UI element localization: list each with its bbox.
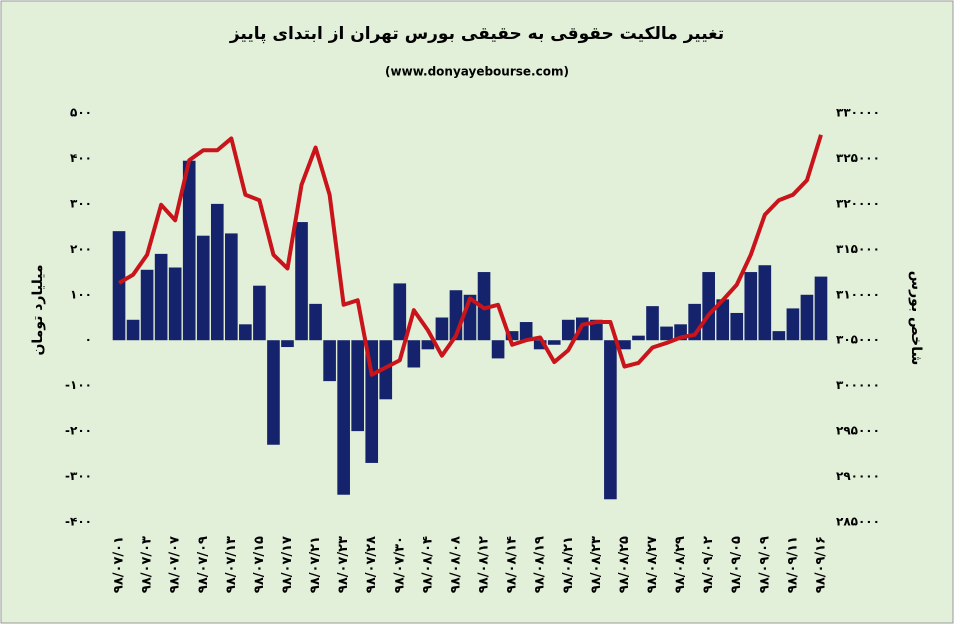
bar	[253, 285, 266, 341]
bar	[533, 340, 547, 350]
bar	[309, 303, 322, 341]
y2-tick-label: ۳۰۵۰۰۰	[836, 333, 880, 347]
bar	[604, 340, 617, 500]
bar	[618, 340, 631, 350]
bar	[632, 335, 645, 341]
bar	[547, 340, 561, 345]
bar	[196, 235, 210, 341]
x-tick-label: ۹۸/۰۸/۱۹	[533, 536, 548, 593]
y-tick-label: ۰	[85, 333, 92, 347]
bar	[267, 340, 280, 445]
x-tick-label: ۹۸/۰۸/۲۹	[673, 536, 688, 593]
bar	[491, 340, 505, 359]
y2-tick-label: ۳۱۵۰۰۰	[836, 242, 880, 256]
bar	[744, 272, 758, 341]
x-tick-label: ۹۸/۰۷/۰۱	[112, 536, 127, 593]
x-tick-label: ۹۸/۰۹/۱۶	[813, 536, 828, 593]
bar	[281, 340, 294, 348]
x-tick-label: ۹۸/۰۸/۲۳	[589, 536, 604, 593]
bar	[126, 319, 140, 341]
bar	[323, 340, 336, 382]
y2-tick-label: ۲۸۵۰۰۰	[836, 515, 880, 529]
y-tick-label: -۱۰۰	[65, 378, 92, 392]
bar	[140, 269, 154, 341]
y-tick-label: -۳۰۰	[65, 469, 92, 483]
bar	[182, 160, 196, 341]
chart-title: تغییر مالکیت حقوقی به حقیقی بورس تهران ا…	[229, 24, 724, 44]
y2-tick-label: ۲۹۰۰۰۰	[836, 469, 880, 483]
x-tick-label: ۹۸/۰۹/۰۹	[757, 536, 772, 593]
bar	[407, 340, 421, 368]
bar	[590, 319, 603, 341]
x-tick-label: ۹۸/۰۷/۲۸	[364, 536, 379, 593]
bar	[112, 231, 126, 341]
x-tick-label: ۹۸/۰۸/۱۲	[477, 536, 492, 593]
bar	[210, 203, 224, 341]
bar	[351, 340, 365, 432]
y-axis-label: میلیارد تومان	[30, 264, 46, 355]
x-tick-label: ۹۸/۰۹/۰۲	[701, 536, 716, 593]
bar	[379, 340, 393, 400]
y-tick-label: ۲۰۰	[70, 242, 92, 256]
x-tick-label: ۹۸/۰۹/۰۵	[729, 536, 744, 593]
y2-tick-label: ۳۱۰۰۰۰	[836, 287, 880, 301]
x-tick-label: ۹۸/۰۸/۰۸	[448, 536, 463, 593]
bar	[772, 331, 786, 341]
y2-tick-label: ۳۳۰۰۰۰	[836, 106, 880, 120]
bar	[421, 340, 435, 350]
bar	[239, 324, 252, 341]
bar	[646, 306, 659, 341]
y2-tick-label: ۳۲۰۰۰۰	[836, 196, 880, 210]
bar	[758, 265, 772, 341]
bar	[225, 233, 238, 341]
bar	[337, 340, 350, 495]
bar	[393, 283, 407, 341]
x-tick-label: ۹۸/۰۸/۰۴	[420, 536, 435, 593]
x-tick-label: ۹۸/۰۷/۱۳	[224, 536, 239, 593]
y2-axis-label: شاخص بورس	[908, 271, 924, 366]
bar	[786, 308, 800, 341]
x-tick-label: ۹۸/۰۷/۰۳	[140, 536, 155, 593]
bar	[168, 267, 182, 341]
y-tick-label: -۲۰۰	[65, 424, 92, 438]
bar	[295, 222, 308, 341]
bar	[519, 322, 533, 341]
bar	[814, 276, 828, 341]
bar	[505, 331, 519, 341]
line	[118, 134, 823, 377]
bar	[660, 326, 673, 341]
chart-subtitle: (www.donyayebourse.com)	[385, 65, 569, 79]
bar	[435, 317, 449, 341]
x-tick-label: ۹۸/۰۸/۲۵	[617, 536, 632, 593]
y-tick-label: ۱۰۰	[70, 287, 92, 301]
x-tick-label: ۹۸/۰۹/۱۱	[785, 536, 800, 593]
x-tick-label: ۹۸/۰۷/۱۵	[252, 536, 267, 593]
x-tick-label: ۹۸/۰۸/۲۱	[561, 536, 576, 593]
bar	[730, 312, 744, 341]
bar	[561, 319, 575, 341]
bar	[154, 253, 168, 341]
y-tick-label: ۳۰۰	[70, 196, 92, 210]
x-tick-label: ۹۸/۰۷/۲۳	[336, 536, 351, 593]
x-tick-label: ۹۸/۰۷/۱۷	[280, 536, 295, 593]
bar	[716, 299, 730, 341]
x-tick-label: ۹۸/۰۸/۱۴	[505, 536, 520, 593]
bar	[702, 272, 715, 341]
y2-tick-label: ۲۹۵۰۰۰	[836, 424, 880, 438]
y2-tick-label: ۳۰۰۰۰۰	[836, 378, 880, 392]
x-tick-label: ۹۸/۰۷/۳۰	[392, 536, 407, 593]
x-tick-label: ۹۸/۰۷/۰۷	[168, 536, 183, 593]
x-tick-label: ۹۸/۰۸/۲۷	[645, 536, 660, 593]
x-tick-label: ۹۸/۰۷/۰۹	[196, 536, 211, 593]
y2-tick-label: ۳۲۵۰۰۰	[836, 151, 880, 165]
bar	[800, 294, 814, 341]
x-tick-label: ۹۸/۰۷/۲۱	[308, 536, 323, 593]
y-tick-label: -۴۰۰	[65, 515, 92, 529]
y-tick-label: ۴۰۰	[70, 151, 92, 165]
y-tick-label: ۵۰۰	[70, 106, 92, 120]
